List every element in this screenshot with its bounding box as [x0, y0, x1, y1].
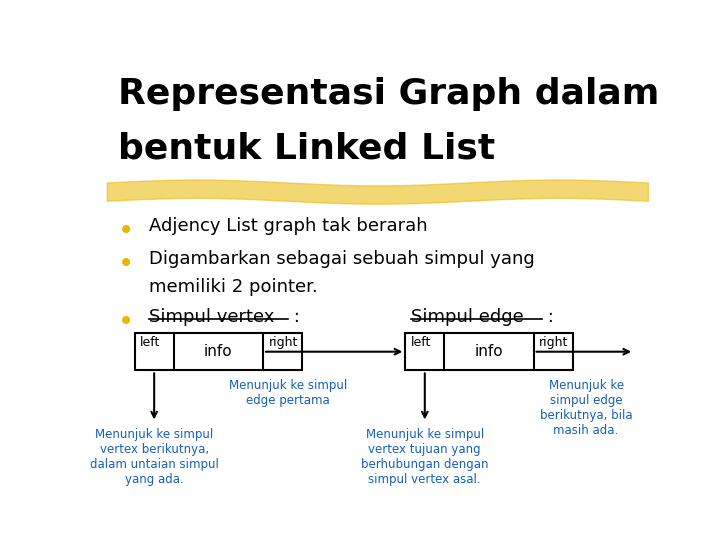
- Text: Menunjuk ke
simpul edge
berikutnya, bila
masih ada.: Menunjuk ke simpul edge berikutnya, bila…: [540, 379, 632, 437]
- Bar: [405, 333, 572, 370]
- Text: left: left: [140, 336, 161, 349]
- Text: Menunjuk ke simpul
vertex tujuan yang
berhubungan dengan
simpul vertex asal.: Menunjuk ke simpul vertex tujuan yang be…: [361, 428, 489, 486]
- Text: bentuk Linked List: bentuk Linked List: [118, 131, 495, 165]
- Text: Simpul edge: Simpul edge: [411, 308, 523, 326]
- Text: :: :: [288, 308, 300, 326]
- Text: Simpul vertex: Simpul vertex: [148, 308, 274, 326]
- Bar: [135, 333, 302, 370]
- Text: memiliki 2 pointer.: memiliki 2 pointer.: [148, 278, 318, 296]
- Text: info: info: [474, 344, 503, 359]
- Text: info: info: [204, 344, 233, 359]
- Text: :: :: [542, 308, 554, 326]
- Text: left: left: [411, 336, 431, 349]
- Text: •: •: [118, 308, 134, 336]
- Text: •: •: [118, 217, 134, 245]
- Text: Digambarkan sebagai sebuah simpul yang: Digambarkan sebagai sebuah simpul yang: [148, 250, 534, 268]
- Text: •: •: [118, 250, 134, 278]
- Text: Representasi Graph dalam: Representasi Graph dalam: [118, 77, 660, 111]
- Text: Adjency List graph tak berarah: Adjency List graph tak berarah: [148, 217, 427, 234]
- Text: right: right: [269, 336, 298, 349]
- Text: Menunjuk ke simpul
vertex berikutnya,
dalam untaian simpul
yang ada.: Menunjuk ke simpul vertex berikutnya, da…: [90, 428, 219, 486]
- Text: Menunjuk ke simpul
edge pertama: Menunjuk ke simpul edge pertama: [229, 379, 347, 407]
- Text: right: right: [539, 336, 569, 349]
